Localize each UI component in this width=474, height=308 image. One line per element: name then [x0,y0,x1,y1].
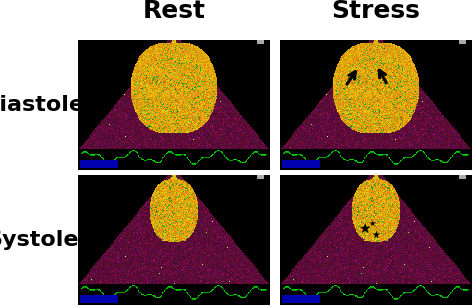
Text: Diastole: Diastole [0,95,84,115]
Text: Stress: Stress [331,0,420,23]
Text: ★: ★ [358,222,371,236]
Text: ★: ★ [372,230,381,240]
Text: Systole: Systole [0,230,79,250]
Text: Rest: Rest [143,0,206,23]
Text: ★: ★ [369,219,376,228]
